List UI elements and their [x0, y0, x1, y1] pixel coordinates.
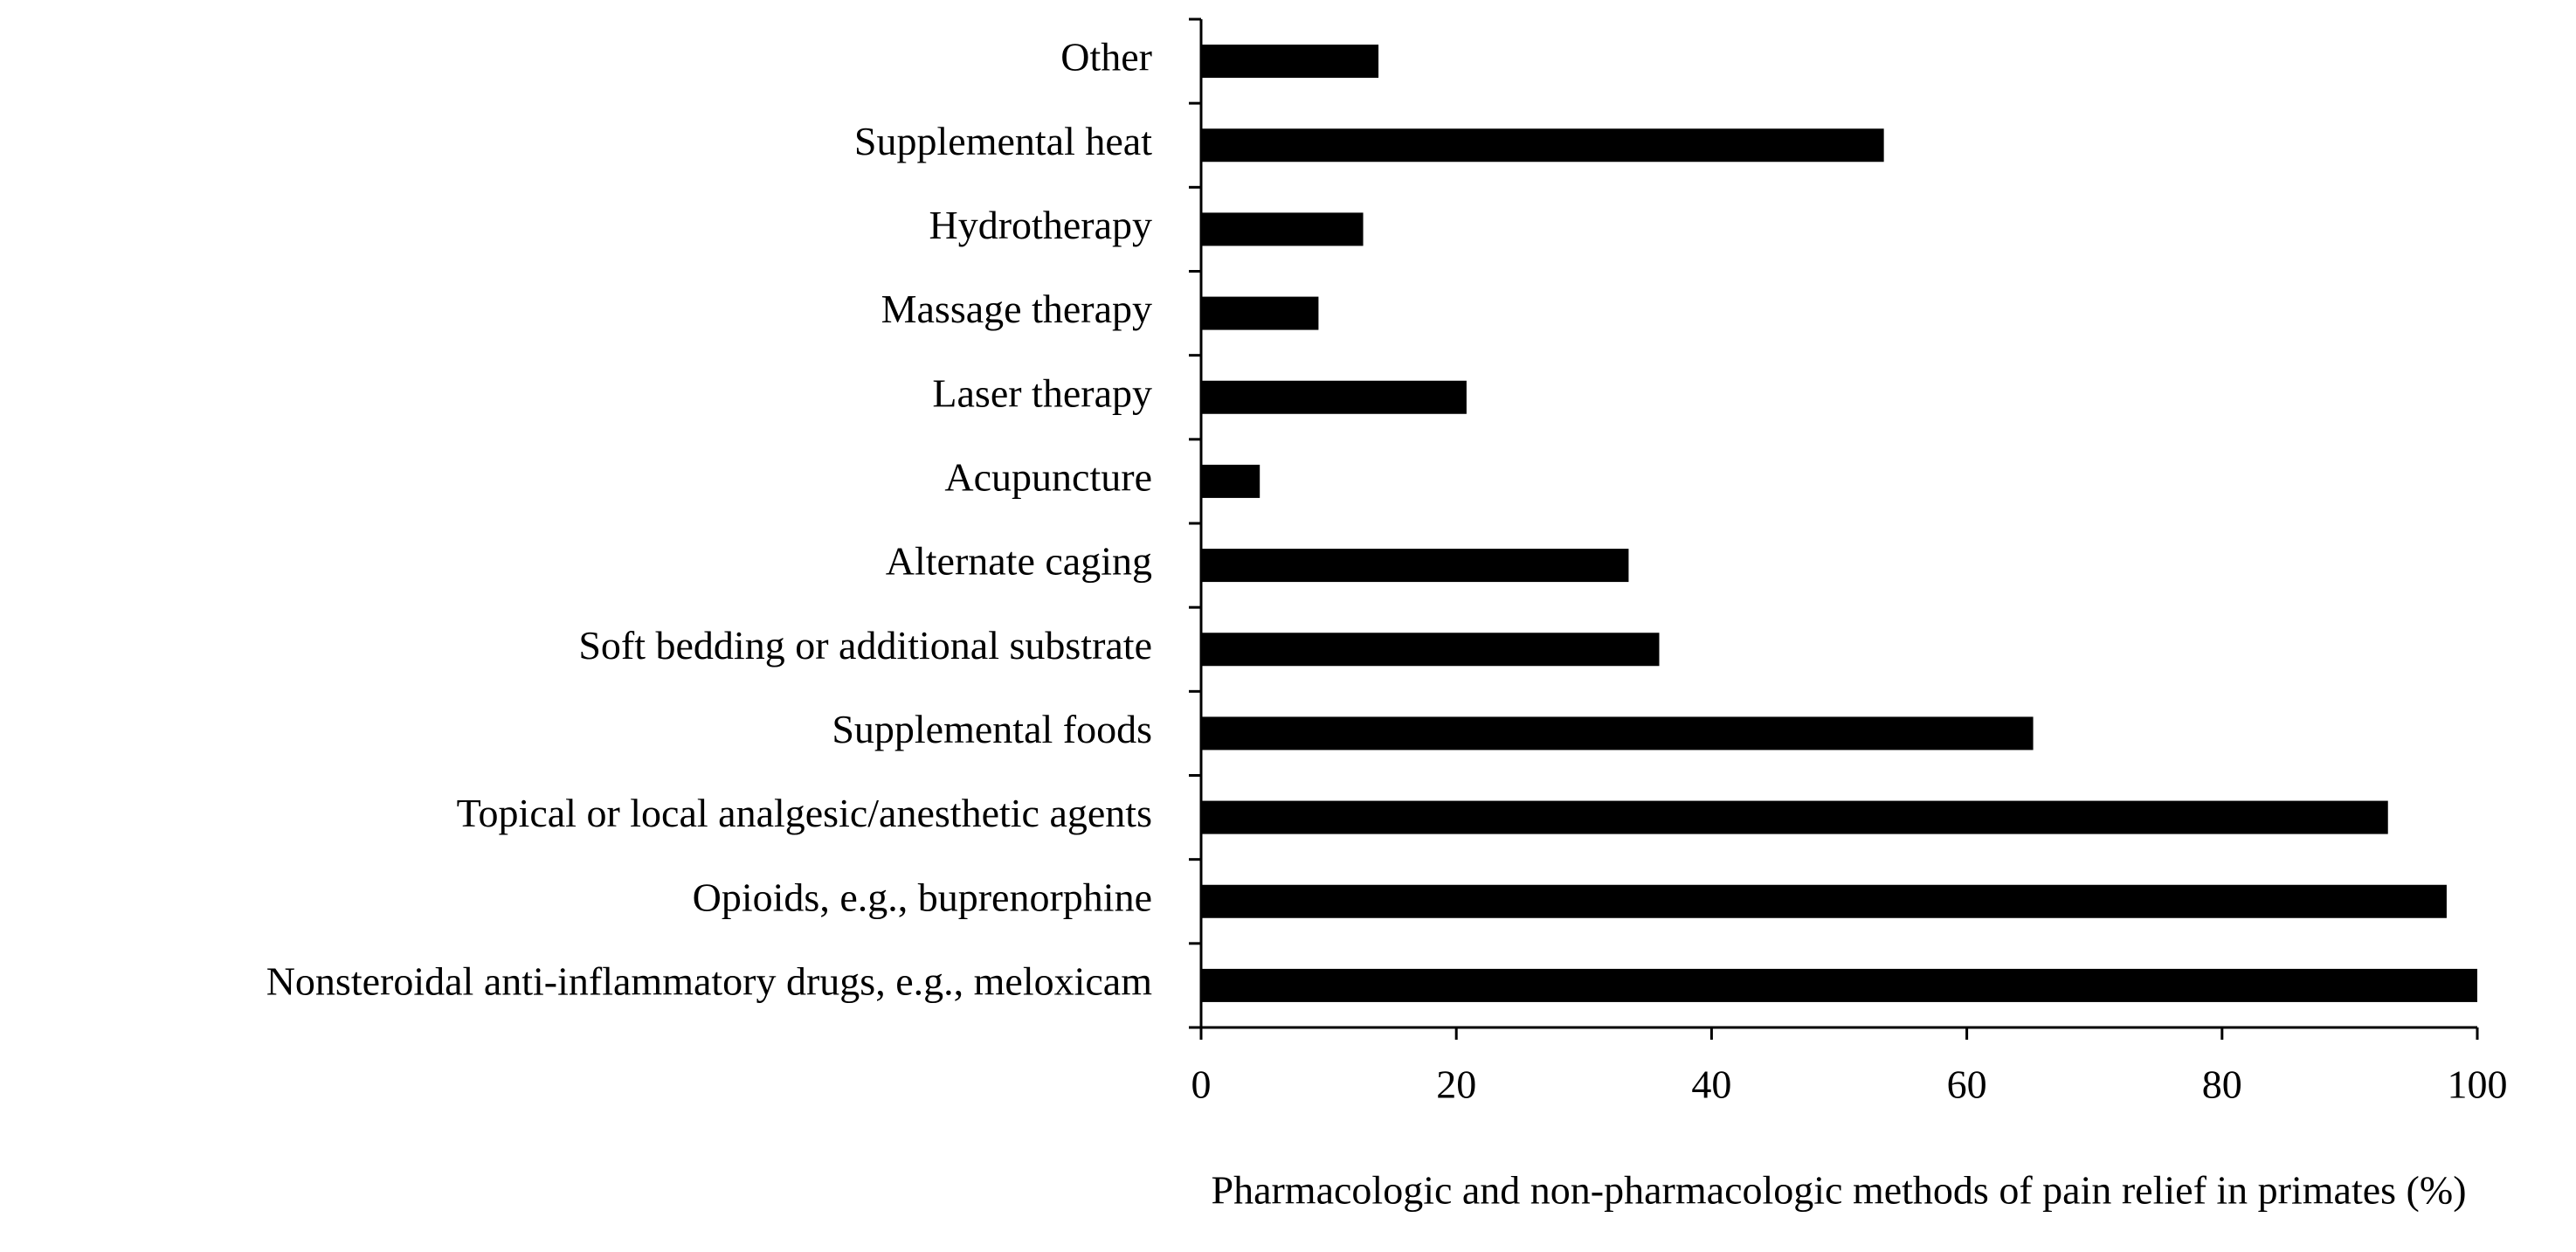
bar — [1201, 380, 1467, 414]
bar — [1201, 633, 1660, 667]
bar — [1201, 128, 1884, 163]
bar — [1201, 800, 2388, 834]
y-tick-label: Supplemental foods — [832, 707, 1152, 751]
x-tick-label: 80 — [2202, 1062, 2242, 1107]
x-axis-title: Pharmacologic and non-pharmacologic meth… — [1211, 1168, 2466, 1213]
bar — [1201, 549, 1629, 583]
y-tick-label: Topical or local analgesic/anesthetic ag… — [457, 791, 1152, 835]
x-tick-label: 20 — [1436, 1062, 1476, 1107]
bar — [1201, 464, 1260, 498]
y-tick-label: Other — [1060, 35, 1152, 80]
bar — [1201, 45, 1379, 79]
y-tick-label: Laser therapy — [932, 370, 1152, 415]
x-tick-label: 40 — [1691, 1062, 1731, 1107]
bar — [1201, 716, 2034, 751]
y-tick-label: Hydrotherapy — [929, 203, 1152, 247]
bar — [1201, 968, 2477, 1002]
y-tick-label: Nonsteroidal anti-inflammatory drugs, e.… — [266, 958, 1153, 1003]
x-tick-label: 100 — [2448, 1062, 2508, 1107]
x-tick-label: 60 — [1947, 1062, 1987, 1107]
bar — [1201, 296, 1319, 330]
y-tick-label: Alternate caging — [886, 539, 1152, 584]
y-tick-label: Soft bedding or additional substrate — [578, 623, 1152, 668]
y-tick-label: Opioids, e.g., buprenorphine — [693, 875, 1152, 919]
bar — [1201, 212, 1364, 246]
x-tick-label: 0 — [1191, 1062, 1212, 1107]
y-tick-label: Supplemental heat — [854, 119, 1152, 163]
bar — [1201, 884, 2447, 918]
y-tick-label: Massage therapy — [881, 287, 1152, 331]
y-tick-label: Acupuncture — [944, 454, 1152, 499]
